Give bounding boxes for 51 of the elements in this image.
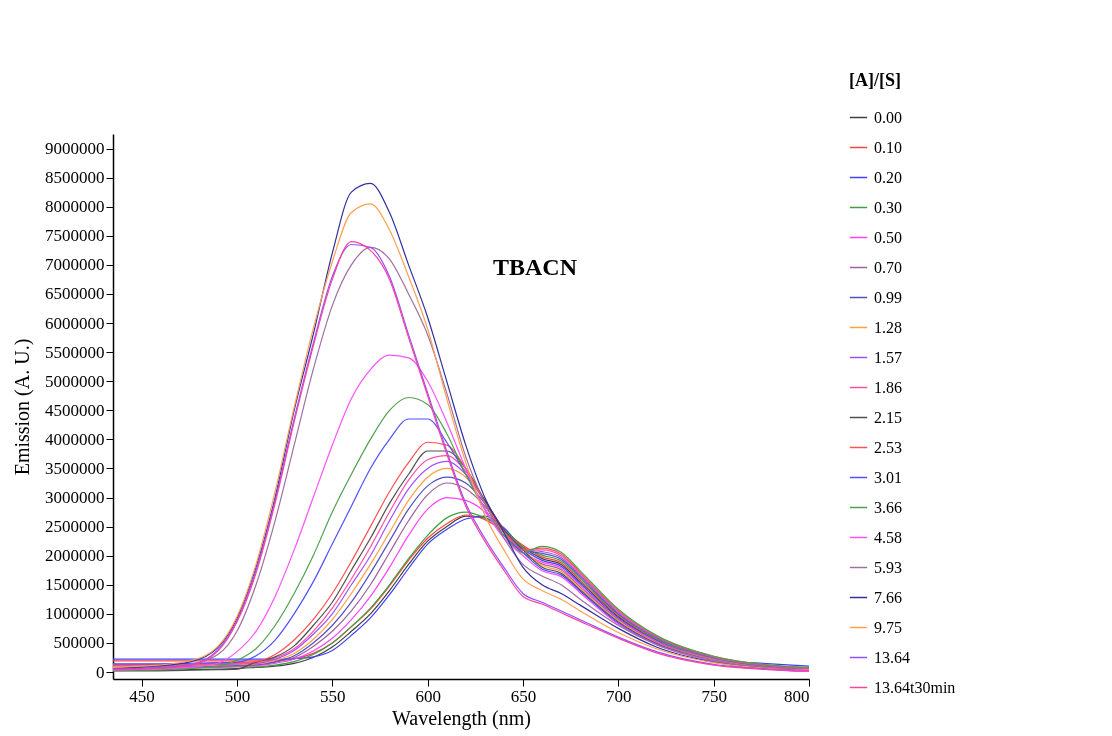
y-tick-label: 1500000 [45, 575, 105, 595]
y-tick-label: 1000000 [45, 604, 105, 624]
legend-label: 0.70 [874, 258, 902, 276]
x-tick-label: 600 [415, 686, 441, 706]
x-tick-label: 750 [701, 686, 727, 706]
legend-label: 0.50 [874, 228, 902, 246]
y-tick-label: 6500000 [45, 284, 105, 304]
x-axis-title: Wavelength (nm) [392, 706, 531, 730]
legend-label: 0.00 [874, 108, 902, 126]
y-tick-label: 5500000 [45, 342, 105, 362]
y-tick-label: 4000000 [45, 429, 105, 449]
legend-label: 13.64 [874, 648, 910, 666]
y-axis-title: Emission (A. U.) [11, 338, 34, 476]
legend-label: 3.66 [874, 498, 902, 516]
legend-label: 2.53 [874, 438, 902, 456]
legend-label: 4.58 [874, 528, 902, 546]
y-tick-label: 500000 [53, 633, 105, 653]
legend-label: 2.15 [874, 408, 902, 426]
y-tick-label: 8500000 [45, 168, 105, 188]
legend-label: 0.10 [874, 138, 902, 156]
x-tick-label: 700 [606, 686, 632, 706]
y-tick-label: 2500000 [45, 517, 105, 537]
y-tick-label: 0 [96, 662, 105, 682]
y-tick-label: 7000000 [45, 255, 105, 275]
y-tick-label: 6000000 [45, 313, 105, 333]
y-tick-label: 9000000 [45, 139, 105, 159]
y-tick-label: 5000000 [45, 371, 105, 391]
legend-label: 1.86 [874, 378, 902, 396]
legend-label: 9.75 [874, 618, 902, 636]
x-tick-label: 550 [320, 686, 346, 706]
y-tick-label: 3500000 [45, 458, 105, 478]
x-tick-label: 500 [224, 686, 251, 706]
legend-label: 0.99 [874, 288, 902, 306]
y-tick-label: 4500000 [45, 400, 105, 420]
legend-label: 0.30 [874, 198, 902, 216]
legend-label: 3.01 [874, 468, 902, 486]
legend-label: 1.28 [874, 318, 902, 336]
annotation: TBACN [493, 254, 578, 280]
legend-label: 0.20 [874, 168, 902, 186]
y-tick-label: 2000000 [45, 546, 105, 566]
legend-label: 13.64t30min [874, 678, 956, 696]
legend-title: [A]/[S] [849, 70, 901, 90]
x-tick-label: 800 [784, 686, 810, 706]
x-tick-label: 450 [129, 686, 155, 706]
legend-label: 1.57 [874, 348, 902, 366]
y-tick-label: 3000000 [45, 488, 105, 508]
y-tick-label: 8000000 [45, 197, 105, 217]
x-tick-label: 650 [510, 686, 537, 706]
y-tick-label: 7500000 [45, 226, 105, 246]
legend-label: 5.93 [874, 558, 902, 576]
legend-label: 7.66 [874, 588, 902, 606]
